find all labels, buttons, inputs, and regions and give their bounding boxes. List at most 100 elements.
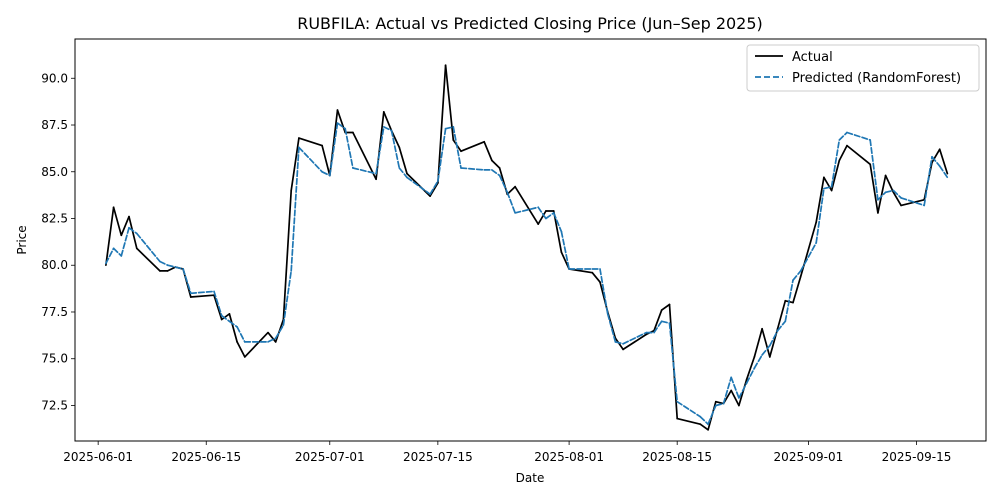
line-segment — [560, 230, 570, 270]
line-segment — [877, 191, 887, 201]
line-segment — [900, 197, 926, 207]
series-predicted — [105, 122, 949, 426]
line-segment — [336, 122, 347, 130]
legend: Actual Predicted (RandomForest) — [746, 44, 980, 92]
y-tick-label: 87.5 — [41, 118, 68, 132]
line-segment — [352, 167, 377, 175]
line-segment — [761, 327, 771, 358]
line-segment — [884, 189, 895, 194]
line-segment — [321, 170, 331, 177]
line-segment — [815, 176, 825, 224]
line-segment — [398, 167, 408, 179]
line-segment — [166, 264, 177, 268]
plot-area — [75, 39, 986, 441]
line-segment — [112, 247, 123, 257]
line-segment — [437, 127, 447, 182]
line-segment — [290, 146, 300, 272]
line-segment — [437, 64, 447, 184]
line-segment — [653, 320, 663, 334]
line-segment — [823, 176, 833, 192]
line-segment — [714, 402, 725, 407]
line-segment — [730, 389, 740, 407]
line-segment — [298, 146, 323, 173]
line-segment — [491, 159, 501, 169]
line-segment — [321, 144, 331, 177]
line-segment — [722, 376, 733, 405]
line-segment — [660, 320, 671, 325]
line-segment — [776, 320, 787, 332]
line-segment — [128, 226, 138, 235]
plot-frame — [74, 38, 987, 442]
line-segment — [792, 270, 802, 282]
line-segment — [213, 294, 223, 321]
line-segment — [869, 163, 879, 214]
line-segment — [552, 212, 563, 233]
line-segment — [676, 400, 702, 418]
line-segment — [900, 198, 926, 207]
line-segment — [869, 139, 879, 201]
line-segment — [267, 337, 277, 343]
line-segment — [429, 182, 439, 197]
line-segment — [830, 139, 841, 188]
line-segment — [714, 400, 725, 405]
line-segment — [444, 64, 455, 141]
x-tick-label: 2025-06-01 — [63, 450, 133, 464]
line-segment — [792, 275, 802, 304]
line-segment — [135, 247, 161, 272]
line-segment — [274, 324, 285, 340]
line-segment — [923, 155, 933, 207]
line-segment — [390, 129, 401, 169]
line-segment — [931, 155, 941, 167]
line-segment — [352, 131, 377, 181]
line-segment — [382, 111, 393, 132]
line-segment — [892, 191, 902, 207]
line-segment — [514, 185, 540, 225]
line-segment — [282, 189, 293, 321]
line-segment — [799, 241, 818, 272]
line-segment — [537, 206, 547, 220]
x-tick-label: 2025-08-01 — [534, 450, 604, 464]
line-segment — [884, 174, 895, 194]
line-segment — [128, 215, 138, 250]
line-segment — [460, 140, 486, 153]
line-segment — [213, 290, 223, 317]
line-segment — [159, 260, 169, 267]
x-tick-label: 2025-09-15 — [882, 450, 952, 464]
line-segment — [668, 303, 679, 420]
line-segment — [220, 313, 231, 321]
line-segment — [514, 206, 540, 214]
line-segment — [614, 341, 624, 345]
line-segment — [745, 367, 756, 384]
line-segment — [105, 206, 115, 267]
line-segment — [220, 314, 231, 323]
line-segment — [382, 126, 393, 132]
line-segment — [938, 165, 949, 179]
x-tick-label: 2025-07-15 — [403, 450, 473, 464]
line-segment — [591, 271, 601, 283]
line-segment — [761, 344, 771, 356]
line-segment — [498, 174, 509, 194]
line-segment — [614, 337, 624, 351]
y-tick-label: 85.0 — [41, 165, 68, 179]
line-segment — [815, 187, 825, 244]
line-segment — [877, 174, 887, 214]
line-segment — [460, 167, 486, 171]
line-segment — [452, 126, 462, 169]
line-segment — [344, 127, 354, 169]
x-axis-label: Date — [516, 471, 545, 485]
line-segment — [236, 326, 246, 343]
line-segment — [290, 137, 300, 192]
line-segment — [406, 176, 431, 196]
line-segment — [545, 212, 555, 220]
line-segment — [267, 331, 277, 343]
line-segment — [838, 144, 848, 162]
legend-label-actual: Actual — [792, 50, 833, 65]
line-segment — [375, 126, 385, 175]
line-segment — [112, 206, 123, 237]
line-segment — [537, 210, 547, 225]
line-segment — [599, 281, 609, 313]
line-segment — [483, 140, 493, 162]
line-segment — [444, 126, 455, 130]
y-tick-label: 90.0 — [41, 71, 68, 85]
